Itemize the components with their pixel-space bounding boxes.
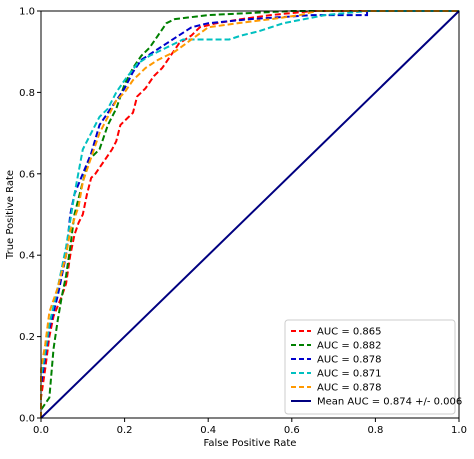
x-tick-label: 1.0: [451, 425, 467, 436]
series-line-3: [40, 10, 459, 418]
plot-area: [40, 10, 460, 419]
plot-frame: [40, 10, 460, 419]
y-axis-label: True Positive Rate: [5, 170, 16, 260]
y-tick-label: 0.8: [19, 88, 35, 99]
y-tick-label: 0.2: [19, 332, 35, 343]
legend: AUC = 0.865 AUC = 0.882 AUC = 0.878 AUC = 0…: [284, 319, 462, 415]
y-tick-label: 0.4: [19, 251, 35, 262]
legend-entry-5: AUC = 0.878: [317, 383, 382, 394]
legend-entry-3: AUC = 0.878: [317, 355, 382, 366]
x-tick-label: 0.8: [367, 425, 383, 436]
legend-entry-6: Mean AUC = 0.874 +/- 0.006: [317, 397, 462, 408]
legend-box: [284, 319, 456, 415]
x-axis-label: False Positive Rate: [204, 438, 297, 449]
axis-ticks: 0.0 0.2 0.4 0.6 0.8 1.0 0.0 0.2 0.4 0.6 0.8 1.0: [19, 7, 467, 437]
legend-entry-2: AUC = 0.882: [317, 341, 382, 352]
series-line-4: [40, 10, 459, 418]
y-tick-label: 0.0: [19, 414, 35, 425]
series-line-2: [40, 10, 459, 418]
x-tick-label: 0.6: [284, 425, 300, 436]
x-tick-label: 0.4: [200, 425, 216, 436]
x-tick-label: 0.2: [117, 425, 133, 436]
legend-entry-4: AUC = 0.871: [317, 369, 382, 380]
series-line-6: [40, 10, 460, 419]
series-line-5: [40, 10, 459, 418]
x-tick-label: 0.0: [33, 425, 49, 436]
y-tick-label: 0.6: [19, 169, 35, 180]
y-tick-label: 1.0: [19, 7, 35, 18]
legend-entry-1: AUC = 0.865: [317, 327, 382, 338]
